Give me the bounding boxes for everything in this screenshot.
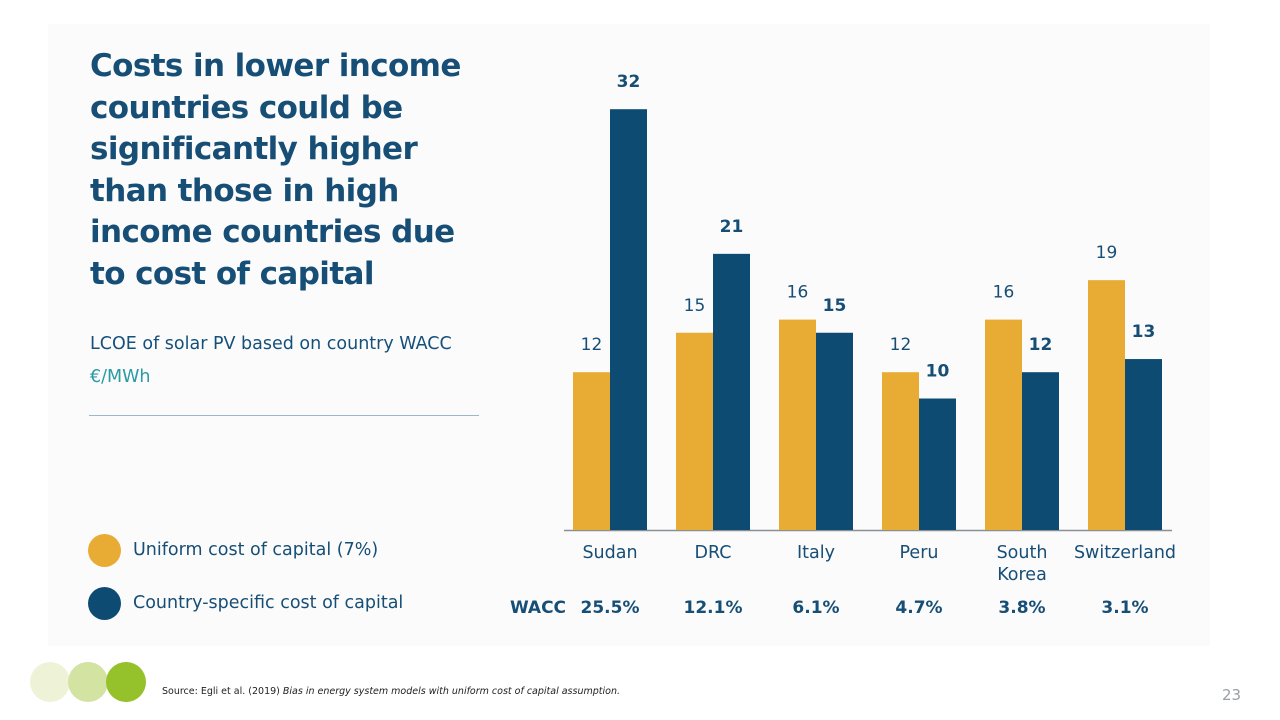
x-tick-label-drc: DRC bbox=[695, 543, 732, 563]
wacc-value-italy: 6.1% bbox=[792, 598, 839, 618]
chart-unit: €/MWh bbox=[90, 367, 151, 387]
wacc-row-label: WACC bbox=[510, 598, 566, 618]
bar-country-specific-switzerland bbox=[1125, 359, 1162, 530]
data-label-uniform-south-korea: 16 bbox=[993, 283, 1015, 303]
source-title: Bias in energy system models with unifor… bbox=[282, 686, 620, 697]
x-tick-label-switzerland: Switzerland bbox=[1074, 543, 1176, 563]
legend-item-uniform: Uniform cost of capital (7%) bbox=[88, 533, 378, 567]
bar-uniform-peru bbox=[882, 372, 919, 530]
slide-title: Costs in lower income countries could be… bbox=[90, 48, 461, 292]
data-label-country-specific-south-korea: 12 bbox=[1029, 335, 1053, 355]
bar-country-specific-sudan bbox=[610, 109, 647, 530]
data-label-uniform-peru: 12 bbox=[890, 335, 912, 355]
source-prefix: Source: Egli et al. (2019) bbox=[162, 686, 283, 697]
data-label-country-specific-switzerland: 13 bbox=[1132, 322, 1156, 342]
footer-logo-circles bbox=[30, 662, 150, 706]
data-label-uniform-italy: 16 bbox=[787, 283, 809, 303]
source-citation: Source: Egli et al. (2019) Bias in energ… bbox=[162, 686, 620, 697]
data-label-country-specific-peru: 10 bbox=[926, 362, 950, 382]
x-tick-label-south-korea: South Korea bbox=[997, 543, 1048, 585]
bar-uniform-switzerland bbox=[1088, 280, 1125, 530]
data-label-uniform-switzerland: 19 bbox=[1096, 243, 1118, 263]
data-label-country-specific-italy: 15 bbox=[823, 296, 847, 316]
data-label-uniform-drc: 15 bbox=[684, 296, 706, 316]
wacc-value-switzerland: 3.1% bbox=[1101, 598, 1148, 618]
x-tick-label-sudan: Sudan bbox=[582, 543, 637, 563]
data-label-country-specific-drc: 21 bbox=[720, 217, 744, 237]
legend-label-uniform: Uniform cost of capital (7%) bbox=[133, 540, 379, 560]
bar-uniform-italy bbox=[779, 319, 816, 530]
footer-circle-1 bbox=[30, 662, 70, 702]
legend-item-country-specific: Country-specific cost of capital bbox=[88, 586, 403, 620]
footer-circle-2 bbox=[68, 662, 108, 702]
data-label-uniform-sudan: 12 bbox=[581, 335, 603, 355]
data-label-country-specific-sudan: 32 bbox=[617, 72, 641, 92]
page-number: 23 bbox=[1222, 686, 1242, 704]
footer-circle-3 bbox=[106, 662, 146, 702]
legend-label-country-specific: Country-specific cost of capital bbox=[133, 593, 404, 613]
chart-subtitle: LCOE of solar PV based on country WACC bbox=[90, 334, 452, 354]
wacc-value-peru: 4.7% bbox=[895, 598, 942, 618]
bar-uniform-south-korea bbox=[985, 319, 1022, 530]
bar-country-specific-peru bbox=[919, 398, 956, 530]
legend-swatch-country-specific bbox=[88, 586, 121, 620]
bar-country-specific-italy bbox=[816, 332, 853, 530]
bar-country-specific-south-korea bbox=[1022, 372, 1059, 530]
wacc-value-south-korea: 3.8% bbox=[998, 598, 1045, 618]
wacc-value-sudan: 25.5% bbox=[581, 598, 640, 618]
wacc-value-drc: 12.1% bbox=[684, 598, 743, 618]
legend-swatch-uniform bbox=[88, 533, 121, 567]
bar-uniform-drc bbox=[676, 332, 713, 530]
divider bbox=[89, 415, 479, 416]
x-tick-label-peru: Peru bbox=[900, 543, 939, 563]
bar-country-specific-drc bbox=[713, 253, 750, 530]
bar-uniform-sudan bbox=[573, 372, 610, 530]
x-tick-label-italy: Italy bbox=[797, 543, 835, 563]
